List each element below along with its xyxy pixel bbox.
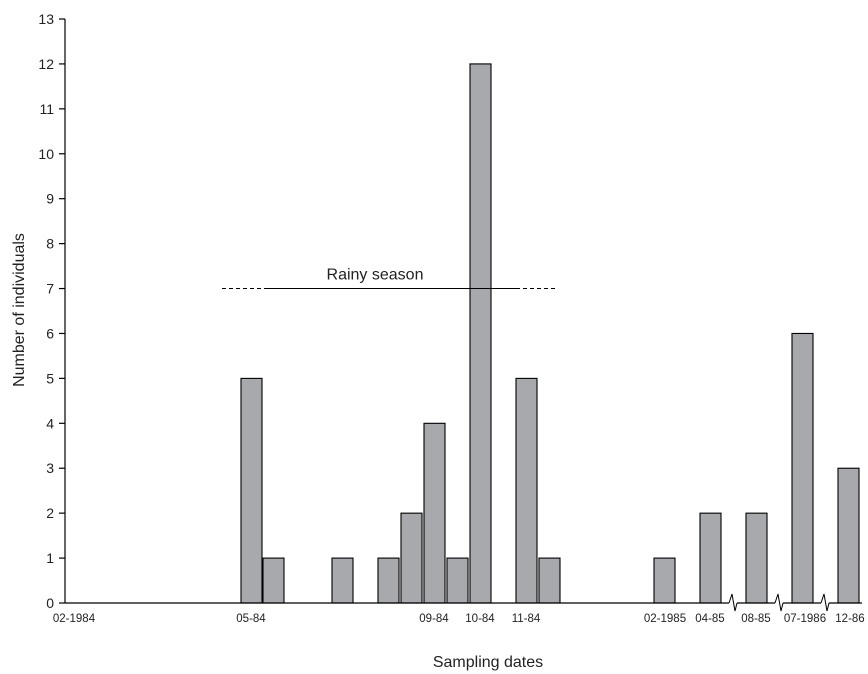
- bar: [791, 332, 814, 604]
- y-tick-label: 1: [46, 550, 54, 566]
- y-tick-label: 10: [38, 146, 54, 162]
- bar: [745, 512, 768, 604]
- y-tick-label: 8: [46, 236, 54, 252]
- y-tick-label: 0: [46, 595, 54, 611]
- x-tick-label: 02-1984: [53, 613, 96, 625]
- bar: [423, 422, 446, 604]
- bar: [240, 377, 263, 604]
- axis-break-mark: [774, 593, 784, 612]
- axis-break-mark: [728, 593, 738, 612]
- x-axis: 02-1984 05-84 09-84 10-84 11-84 02-1985 04-85 0…: [53, 593, 865, 625]
- x-tick-label: 10-84: [465, 613, 495, 625]
- bar: [837, 467, 860, 604]
- bar: [400, 512, 423, 604]
- y-tick-label: 5: [46, 370, 54, 386]
- x-tick-label: 08-85: [741, 613, 770, 625]
- y-tick-label: 4: [46, 415, 54, 431]
- y-tick-label: 11: [39, 101, 54, 117]
- bar: [446, 557, 469, 604]
- rainy-season-annotation: Rainy season: [222, 267, 558, 290]
- y-tick-label: 2: [46, 505, 54, 521]
- y-tick-label: 12: [38, 56, 54, 72]
- y-tick-label: 13: [38, 11, 54, 27]
- y-tick-label: 7: [46, 281, 54, 297]
- bar: [331, 557, 354, 604]
- x-tick-label: 04-85: [695, 613, 724, 625]
- bar: [538, 557, 561, 604]
- bar: [469, 63, 492, 604]
- x-tick-label: 12-86: [835, 613, 864, 625]
- x-tick-label: 07-1986: [784, 613, 826, 625]
- y-tick-label: 9: [46, 191, 54, 207]
- x-tick-label: 02-1985: [644, 613, 686, 625]
- y-axis-title: Number of individuals: [11, 233, 28, 387]
- annotation-label: Rainy season: [327, 267, 424, 284]
- bar: [653, 557, 676, 604]
- bar: [699, 512, 722, 604]
- y-tick-label: 3: [46, 460, 54, 476]
- x-axis-title: Sampling dates: [433, 654, 543, 671]
- bar: [515, 377, 538, 604]
- x-tick-label: 11-84: [512, 613, 541, 625]
- bar: [262, 557, 285, 604]
- x-tick-label: 05-84: [236, 613, 266, 625]
- y-tick-label: 6: [46, 325, 54, 341]
- x-tick-label: 09-84: [419, 613, 449, 625]
- bars: [240, 63, 860, 604]
- bar: [377, 557, 400, 604]
- axis-break-mark: [820, 593, 830, 612]
